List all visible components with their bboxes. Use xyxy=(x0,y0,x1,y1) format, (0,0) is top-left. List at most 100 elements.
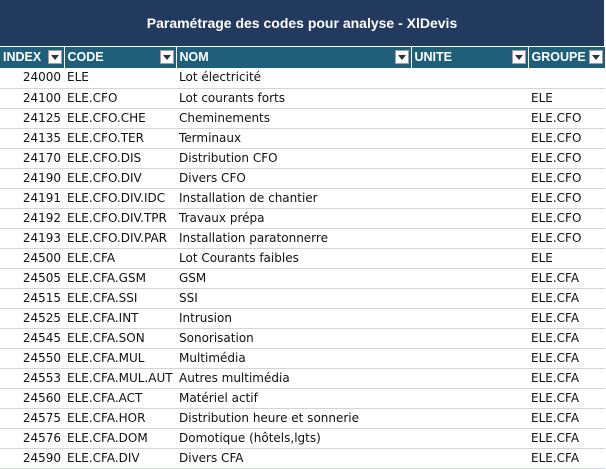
column-header-unite[interactable]: UNITE xyxy=(411,47,529,68)
cell-groupe[interactable]: ELE xyxy=(528,88,605,109)
cell-code[interactable]: ELE.CFA.DIV xyxy=(64,448,176,469)
cell-code[interactable]: ELE.CFA.SON xyxy=(64,328,176,349)
cell-nom[interactable]: Installation paratonnerre xyxy=(176,228,411,249)
table-row[interactable]: 24000 ELE Lot électricité xyxy=(0,68,605,89)
cell-groupe[interactable]: ELE.CFO xyxy=(528,108,605,129)
cell-index[interactable]: 24576 xyxy=(0,428,64,449)
table-row[interactable]: 24575 ELE.CFA.HOR Distribution heure et so… xyxy=(0,408,605,429)
cell-nom[interactable]: Lot Courants faibles xyxy=(176,248,411,269)
cell-code[interactable]: ELE.CFA.INT xyxy=(64,308,176,329)
table-row[interactable]: 24515 ELE.CFA.SSI SSI ELE.CFA xyxy=(0,288,605,309)
filter-dropdown-icon[interactable] xyxy=(588,50,603,64)
table-row[interactable]: 24576 ELE.CFA.DOM Domotique (hôtels,lgts) E… xyxy=(0,428,605,449)
table-row[interactable]: 24125 ELE.CFO.CHE Cheminements ELE.CFO xyxy=(0,108,605,129)
cell-index[interactable]: 24192 xyxy=(0,208,64,229)
cell-nom[interactable]: Sonorisation xyxy=(176,328,411,349)
cell-groupe[interactable]: ELE.CFA xyxy=(528,268,605,289)
table-row[interactable]: 24170 ELE.CFO.DIS Distribution CFO ELE.CFO xyxy=(0,148,605,169)
cell-code[interactable]: ELE.CFO.DIV xyxy=(64,168,176,189)
cell-unite[interactable] xyxy=(411,388,528,409)
cell-unite[interactable] xyxy=(411,428,528,449)
cell-nom[interactable]: Autres multimédia xyxy=(176,368,411,389)
cell-index[interactable]: 24170 xyxy=(0,148,64,169)
cell-unite[interactable] xyxy=(411,328,528,349)
cell-index[interactable]: 24190 xyxy=(0,168,64,189)
table-row[interactable]: 24590 ELE.CFA.DIV Divers CFA ELE.CFA xyxy=(0,448,605,469)
cell-nom[interactable]: SSI xyxy=(176,288,411,309)
cell-code[interactable]: ELE.CFO.DIS xyxy=(64,148,176,169)
cell-groupe[interactable]: ELE xyxy=(528,248,605,269)
filter-dropdown-icon[interactable] xyxy=(47,50,62,64)
cell-code[interactable]: ELE.CFO.TER xyxy=(64,128,176,149)
table-row[interactable]: 24560 ELE.CFA.ACT Matériel actif ELE.CFA xyxy=(0,388,605,409)
cell-groupe[interactable]: ELE.CFO xyxy=(528,148,605,169)
cell-nom[interactable]: Travaux prépa xyxy=(176,208,411,229)
cell-code[interactable]: ELE.CFO.DIV.TPR xyxy=(64,208,176,229)
cell-unite[interactable] xyxy=(411,228,528,249)
cell-code[interactable]: ELE.CFA.HOR xyxy=(64,408,176,429)
cell-nom[interactable]: Installation de chantier xyxy=(176,188,411,209)
cell-index[interactable]: 24000 xyxy=(0,68,64,89)
cell-unite[interactable] xyxy=(411,348,528,369)
cell-nom[interactable]: Distribution CFO xyxy=(176,148,411,169)
cell-unite[interactable] xyxy=(411,288,528,309)
column-header-nom[interactable]: NOM xyxy=(176,47,412,68)
cell-index[interactable]: 24505 xyxy=(0,268,64,289)
cell-unite[interactable] xyxy=(411,448,528,469)
cell-nom[interactable]: GSM xyxy=(176,268,411,289)
cell-nom[interactable]: Divers CFA xyxy=(176,448,411,469)
cell-index[interactable]: 24135 xyxy=(0,128,64,149)
cell-unite[interactable] xyxy=(411,68,528,89)
cell-code[interactable]: ELE.CFA.GSM xyxy=(64,268,176,289)
cell-code[interactable]: ELE.CFA.ACT xyxy=(64,388,176,409)
filter-dropdown-icon[interactable] xyxy=(511,50,526,64)
cell-unite[interactable] xyxy=(411,188,528,209)
cell-unite[interactable] xyxy=(411,148,528,169)
column-header-index[interactable]: INDEX xyxy=(0,47,65,68)
cell-groupe[interactable]: ELE.CFA xyxy=(528,388,605,409)
table-row[interactable]: 24525 ELE.CFA.INT Intrusion ELE.CFA xyxy=(0,308,605,329)
cell-index[interactable]: 24590 xyxy=(0,448,64,469)
cell-groupe[interactable]: ELE.CFO xyxy=(528,228,605,249)
cell-code[interactable]: ELE.CFA xyxy=(64,248,176,269)
table-row[interactable]: 24553 ELE.CFA.MUL.AUT Autres multimédia ELE… xyxy=(0,368,605,389)
cell-code[interactable]: ELE.CFO.DIV.IDC xyxy=(64,188,176,209)
cell-groupe[interactable]: ELE.CFO xyxy=(528,208,605,229)
table-row[interactable]: 24135 ELE.CFO.TER Terminaux ELE.CFO xyxy=(0,128,605,149)
table-row[interactable]: 24192 ELE.CFO.DIV.TPR Travaux prépa ELE.CFO xyxy=(0,208,605,229)
cell-groupe[interactable]: ELE.CFA xyxy=(528,448,605,469)
cell-code[interactable]: ELE.CFA.DOM xyxy=(64,428,176,449)
cell-code[interactable]: ELE.CFA.SSI xyxy=(64,288,176,309)
cell-code[interactable]: ELE.CFA.MUL.AUT xyxy=(64,368,176,389)
cell-index[interactable]: 24125 xyxy=(0,108,64,129)
cell-unite[interactable] xyxy=(411,88,528,109)
table-row[interactable]: 24545 ELE.CFA.SON Sonorisation ELE.CFA xyxy=(0,328,605,349)
cell-index[interactable]: 24550 xyxy=(0,348,64,369)
cell-unite[interactable] xyxy=(411,408,528,429)
cell-code[interactable]: ELE xyxy=(64,68,176,89)
cell-code[interactable]: ELE.CFO xyxy=(64,88,176,109)
cell-nom[interactable]: Distribution heure et sonnerie xyxy=(176,408,411,429)
cell-nom[interactable]: Divers CFO xyxy=(176,168,411,189)
cell-nom[interactable]: Lot électricité xyxy=(176,68,411,89)
cell-index[interactable]: 24545 xyxy=(0,328,64,349)
filter-dropdown-icon[interactable] xyxy=(394,50,409,64)
cell-nom[interactable]: Lot courants forts xyxy=(176,88,411,109)
cell-groupe[interactable]: ELE.CFA xyxy=(528,408,605,429)
column-header-groupe[interactable]: GROUPE xyxy=(528,47,606,68)
cell-index[interactable]: 24560 xyxy=(0,388,64,409)
cell-groupe[interactable]: ELE.CFA xyxy=(528,368,605,389)
table-row[interactable]: 24500 ELE.CFA Lot Courants faibles ELE xyxy=(0,248,605,269)
cell-groupe[interactable]: ELE.CFA xyxy=(528,308,605,329)
cell-nom[interactable]: Domotique (hôtels,lgts) xyxy=(176,428,411,449)
cell-unite[interactable] xyxy=(411,368,528,389)
cell-index[interactable]: 24553 xyxy=(0,368,64,389)
cell-unite[interactable] xyxy=(411,168,528,189)
cell-groupe[interactable]: ELE.CFA xyxy=(528,328,605,349)
cell-index[interactable]: 24100 xyxy=(0,88,64,109)
table-row[interactable]: 24100 ELE.CFO Lot courants forts ELE xyxy=(0,88,605,109)
cell-unite[interactable] xyxy=(411,308,528,329)
cell-unite[interactable] xyxy=(411,208,528,229)
cell-index[interactable]: 24575 xyxy=(0,408,64,429)
cell-groupe[interactable]: ELE.CFA xyxy=(528,428,605,449)
